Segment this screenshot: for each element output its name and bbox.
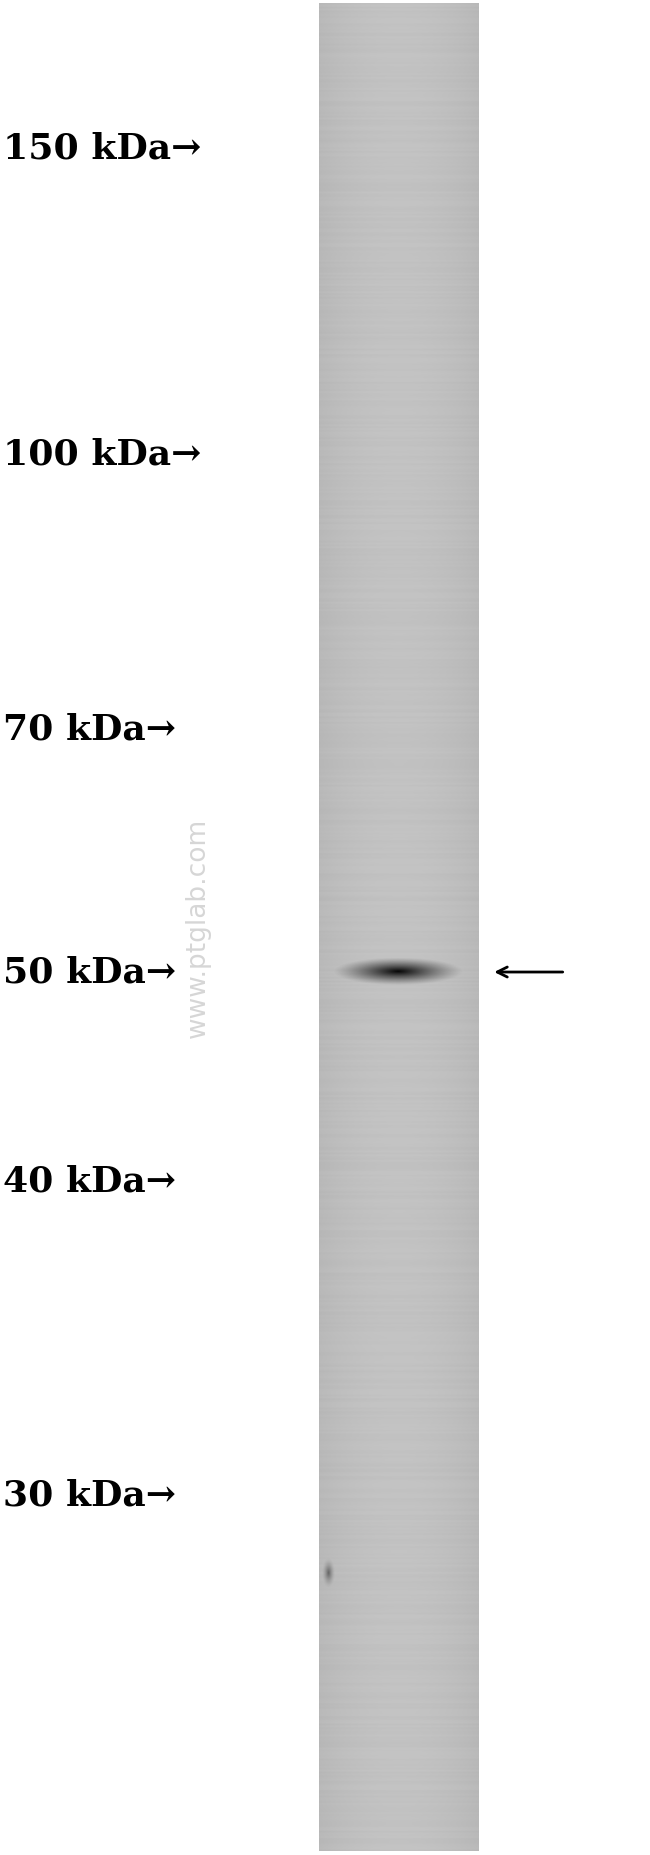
Text: 70 kDa→: 70 kDa→ bbox=[3, 712, 176, 746]
Text: 150 kDa→: 150 kDa→ bbox=[3, 132, 202, 165]
Text: 100 kDa→: 100 kDa→ bbox=[3, 438, 202, 471]
Text: 40 kDa→: 40 kDa→ bbox=[3, 1165, 176, 1198]
Text: www.ptglab.com: www.ptglab.com bbox=[185, 818, 211, 1037]
Text: 50 kDa→: 50 kDa→ bbox=[3, 955, 176, 989]
Text: 30 kDa→: 30 kDa→ bbox=[3, 1478, 176, 1512]
